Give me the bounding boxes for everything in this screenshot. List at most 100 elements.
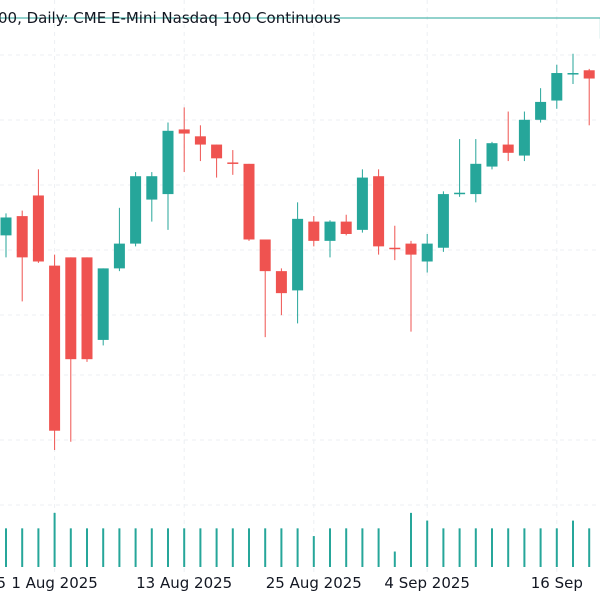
candle (194, 125, 206, 162)
volume-bar (102, 528, 105, 567)
candle (535, 88, 547, 123)
candle-body (292, 218, 304, 291)
candle (130, 172, 142, 247)
candle (81, 257, 93, 362)
candle-body (65, 257, 77, 360)
volume-bar (296, 528, 299, 567)
volume-bars (5, 512, 591, 567)
candle-body (0, 217, 12, 236)
candle-body (259, 239, 271, 272)
volume-bar (507, 528, 510, 567)
candles (0, 18, 600, 450)
candle-body (340, 221, 352, 234)
candle (437, 191, 449, 252)
candle-body (113, 243, 125, 269)
candle-body (227, 162, 239, 164)
chart-title: 00, Daily: CME E-Mini Nasdaq 100 Continu… (0, 9, 341, 27)
candle (583, 68, 595, 126)
volume-bar (426, 520, 429, 567)
candle (340, 214, 352, 236)
volume-bar (555, 528, 558, 567)
candle (518, 111, 530, 162)
candle-body (421, 243, 433, 262)
candle (16, 210, 28, 302)
volume-bar (53, 512, 56, 567)
volume-bar (134, 528, 137, 567)
volume-bar (231, 528, 234, 567)
candle-body (437, 194, 449, 248)
candle (49, 254, 61, 450)
volume-bar (183, 528, 186, 567)
volume-bar (86, 528, 88, 567)
volume-bar (329, 528, 331, 567)
candle (292, 202, 304, 324)
candle (470, 139, 482, 203)
candle (227, 150, 239, 175)
candle-body (535, 101, 547, 120)
candle (308, 216, 320, 247)
volume-bar (345, 528, 348, 567)
candle (113, 207, 125, 272)
candle (178, 107, 190, 173)
candle (356, 169, 368, 233)
volume-bar (167, 528, 169, 567)
candle (421, 233, 433, 273)
volume-bar (199, 528, 202, 567)
candle (259, 239, 271, 338)
candle (486, 141, 498, 170)
candle-body (486, 143, 498, 167)
candle (97, 268, 109, 346)
x-tick-label: 5 (0, 574, 6, 592)
volume-bar (491, 528, 493, 567)
volume-bar (539, 528, 542, 567)
candle-body (518, 119, 530, 156)
candle-body (211, 144, 223, 159)
candle (405, 240, 417, 332)
candle-body (146, 176, 158, 200)
volume-bar (150, 528, 153, 567)
candle (0, 213, 12, 258)
candle (567, 53, 579, 85)
volume-bar (37, 528, 40, 567)
candle-body (470, 163, 482, 195)
volume-bar (588, 528, 591, 567)
x-tick-label: 13 Aug 2025 (136, 574, 232, 592)
candle-body (16, 216, 28, 258)
volume-bar (21, 528, 24, 567)
candle (454, 139, 466, 197)
volume-bar (248, 528, 250, 567)
x-tick-label: 1 Aug 2025 (11, 574, 98, 592)
candle (275, 268, 287, 316)
candle-body (389, 247, 401, 250)
x-tick-label: 16 Sep (531, 574, 583, 592)
candle-body (567, 73, 579, 75)
candle-body (178, 129, 190, 134)
candle (389, 225, 401, 261)
candle-body (162, 130, 174, 195)
volume-bar (393, 551, 396, 567)
candle (146, 172, 158, 222)
candle-body (81, 257, 93, 360)
candle-body (454, 192, 466, 195)
volume-bar (280, 528, 283, 567)
candle-body (324, 221, 336, 241)
candle (65, 257, 77, 442)
candle (502, 111, 514, 162)
candle-body (551, 73, 563, 101)
candle-body (373, 176, 385, 247)
candle (162, 122, 174, 230)
candle (211, 144, 223, 178)
volume-bar (572, 520, 574, 567)
candle-body (243, 163, 255, 240)
candle (324, 220, 336, 258)
volume-bar (312, 536, 315, 567)
candle (373, 169, 385, 255)
volume-bar (458, 528, 461, 567)
candle-body (308, 221, 320, 241)
x-tick-label: 4 Sep 2025 (384, 574, 470, 592)
candle-body (97, 268, 109, 340)
volume-bar (474, 528, 477, 567)
volume-bar (5, 528, 7, 567)
candle (32, 169, 44, 263)
